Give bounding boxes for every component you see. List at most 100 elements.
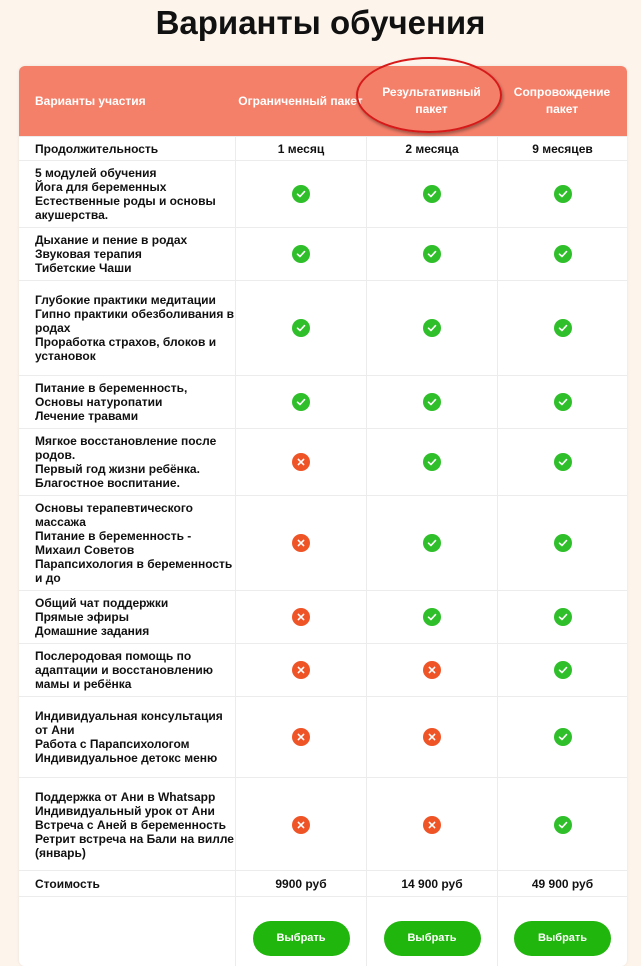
feature-cell — [235, 429, 366, 495]
feature-cell — [497, 281, 627, 375]
feature-row: Глубокие практики медитации Гипно практи… — [19, 280, 627, 375]
feature-row: Общий чат поддержки Прямые эфиры Домашни… — [19, 590, 627, 643]
cross-circle-icon — [423, 728, 441, 746]
pricing-table: Варианты участия Ограниченный пакет Резу… — [19, 66, 627, 966]
check-circle-icon — [292, 393, 310, 411]
check-circle-icon — [553, 185, 572, 203]
feature-row: Индивидуальная консультация от Ани Работ… — [19, 696, 627, 777]
choose-support-button[interactable]: Выбрать — [514, 920, 611, 956]
feature-row: Поддержка от Ани в Whatsapp Индивидуальн… — [19, 777, 627, 872]
feature-cell — [497, 644, 627, 696]
feature-label: Послеродовая помощь по адаптации и восст… — [35, 649, 214, 691]
feature-cell — [235, 228, 366, 280]
cross-circle-icon — [423, 661, 441, 679]
feature-cell — [366, 161, 497, 227]
check-circle-icon — [292, 185, 310, 203]
header-participation-options: Варианты участия — [35, 93, 146, 108]
feature-cell — [497, 161, 627, 227]
feature-cell — [366, 281, 497, 375]
feature-cell — [366, 644, 497, 696]
feature-cell — [235, 161, 366, 227]
action-cell: Выбрать — [235, 897, 366, 966]
feature-cell — [497, 228, 627, 280]
check-circle-icon — [423, 393, 441, 411]
feature-label: Питание в беременность, Основы натуропат… — [35, 381, 188, 423]
header-limited-package: Ограниченный пакет — [238, 93, 363, 108]
check-circle-icon — [553, 661, 572, 679]
choose-effective-button[interactable]: Выбрать — [383, 920, 481, 956]
price-value: 49 900 руб — [497, 871, 627, 896]
price-value: 14 900 руб — [366, 871, 497, 896]
feature-cell — [497, 778, 627, 872]
feature-row: Основы терапевтического массажа Питание … — [19, 495, 627, 590]
action-cell: Выбрать — [497, 897, 627, 966]
feature-cell — [366, 591, 497, 643]
cross-circle-icon — [292, 453, 310, 471]
header-effective-package: Результативный пакет — [382, 85, 481, 116]
feature-cell — [497, 697, 627, 777]
table-header: Варианты участия Ограниченный пакет Резу… — [19, 66, 627, 136]
check-circle-icon — [423, 245, 441, 263]
check-circle-icon — [292, 319, 310, 337]
cross-circle-icon — [423, 816, 441, 834]
price-label: Стоимость — [35, 876, 100, 891]
feature-cell — [497, 591, 627, 643]
feature-cell — [366, 496, 497, 590]
check-circle-icon — [423, 185, 441, 203]
check-circle-icon — [553, 608, 572, 626]
check-circle-icon — [553, 534, 572, 552]
feature-row: Послеродовая помощь по адаптации и восст… — [19, 643, 627, 696]
duration-value: 2 месяца — [366, 137, 497, 160]
feature-label: Индивидуальная консультация от Ани Работ… — [35, 709, 223, 765]
feature-cell — [235, 644, 366, 696]
check-circle-icon — [423, 608, 441, 626]
duration-value: 9 месяцев — [497, 137, 627, 160]
check-circle-icon — [553, 816, 572, 834]
cross-circle-icon — [292, 816, 310, 834]
feature-cell — [366, 778, 497, 872]
feature-cell — [235, 496, 366, 590]
feature-cell — [366, 697, 497, 777]
feature-label: Глубокие практики медитации Гипно практи… — [35, 293, 235, 363]
duration-label: Продолжительность — [35, 141, 159, 156]
feature-cell — [497, 376, 627, 428]
feature-cell — [235, 697, 366, 777]
check-circle-icon — [553, 393, 572, 411]
choose-limited-button[interactable]: Выбрать — [252, 920, 350, 956]
feature-cell — [366, 429, 497, 495]
feature-cell — [366, 376, 497, 428]
feature-cell — [235, 281, 366, 375]
price-row: Стоимость 9900 руб 14 900 руб 49 900 руб — [19, 870, 627, 896]
feature-label: 5 модулей обучения Йога для беременных Е… — [35, 166, 216, 222]
feature-label: Мягкое восстановление после родов. Первы… — [35, 434, 217, 490]
price-value: 9900 руб — [235, 871, 366, 896]
cross-circle-icon — [292, 728, 310, 746]
feature-row: 5 модулей обучения Йога для беременных Е… — [19, 160, 627, 227]
feature-row: Питание в беременность, Основы натуропат… — [19, 375, 627, 428]
feature-row: Дыхание и пение в родах Звуковая терапия… — [19, 227, 627, 280]
duration-value: 1 месяц — [235, 137, 366, 160]
cross-circle-icon — [292, 534, 310, 552]
feature-label: Общий чат поддержки Прямые эфиры Домашни… — [35, 596, 169, 638]
check-circle-icon — [423, 319, 441, 337]
cross-circle-icon — [292, 661, 310, 679]
feature-label: Поддержка от Ани в Whatsapp Индивидуальн… — [35, 790, 234, 860]
check-circle-icon — [423, 453, 441, 471]
feature-cell — [497, 429, 627, 495]
page-title: Варианты обучения — [155, 4, 486, 41]
cross-circle-icon — [292, 608, 310, 626]
feature-cell — [366, 228, 497, 280]
feature-cell — [235, 778, 366, 872]
action-cell: Выбрать — [366, 897, 497, 966]
feature-label: Основы терапевтического массажа Питание … — [35, 501, 233, 585]
check-circle-icon — [553, 728, 572, 746]
feature-cell — [235, 376, 366, 428]
check-circle-icon — [292, 245, 310, 263]
feature-label: Дыхание и пение в родах Звуковая терапия… — [35, 233, 188, 275]
header-support-package: Сопровождение пакет — [513, 85, 611, 116]
check-circle-icon — [553, 319, 572, 337]
duration-row: Продолжительность 1 месяц 2 месяца 9 мес… — [19, 136, 627, 160]
action-row: Выбрать Выбрать Выбрать — [19, 896, 627, 966]
check-circle-icon — [553, 453, 572, 471]
feature-cell — [497, 496, 627, 590]
